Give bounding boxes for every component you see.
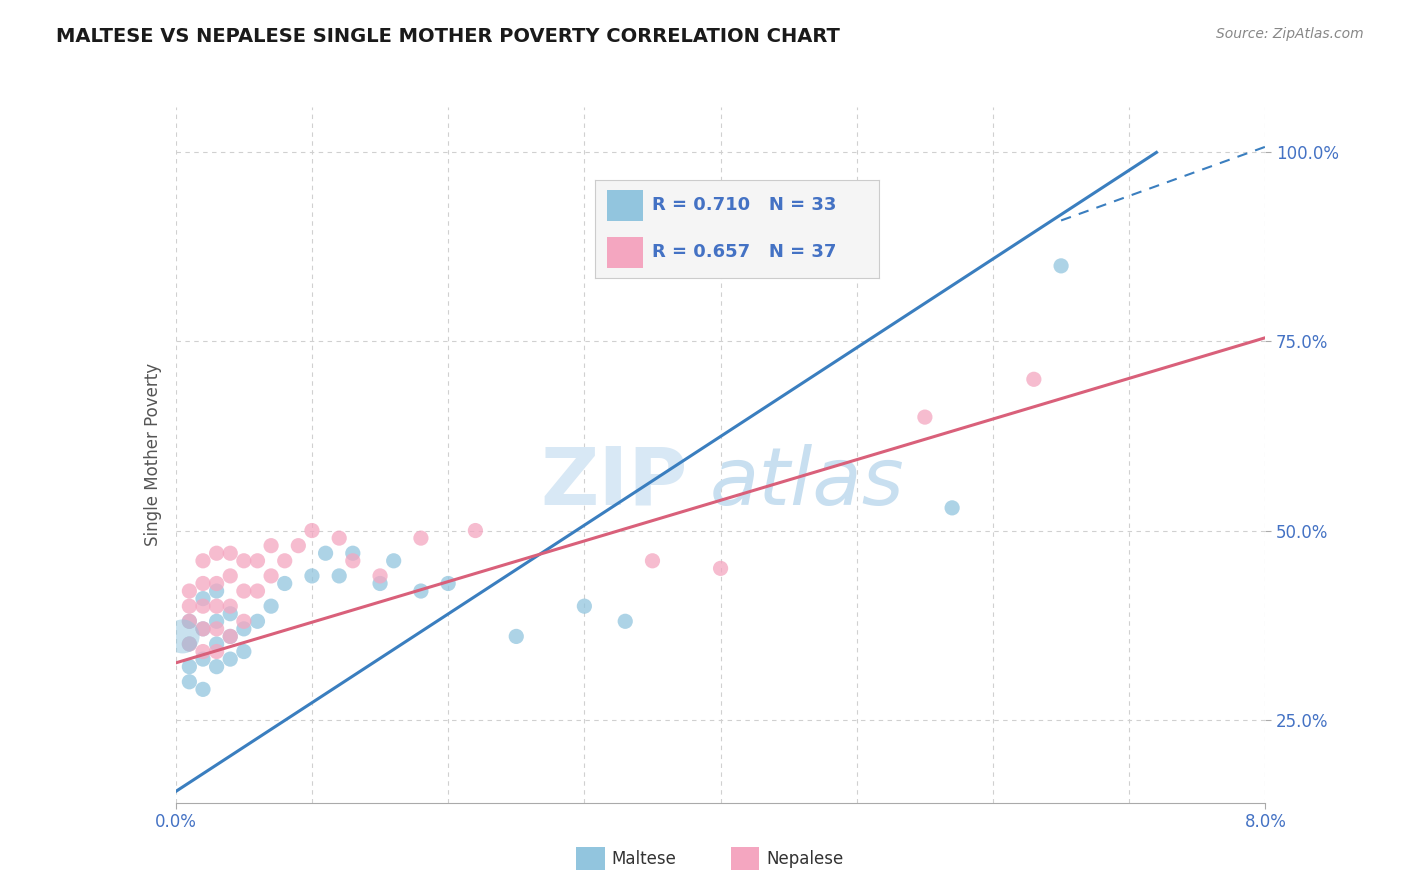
- Point: [191, 554, 214, 568]
- Point: [641, 554, 664, 568]
- Point: [328, 569, 350, 583]
- Point: [205, 622, 228, 636]
- Point: [301, 569, 323, 583]
- Text: Nepalese: Nepalese: [766, 850, 844, 868]
- Point: [246, 584, 269, 599]
- Point: [710, 561, 733, 575]
- Point: [914, 410, 936, 425]
- Point: [205, 576, 228, 591]
- Point: [219, 629, 242, 643]
- Point: [205, 644, 228, 658]
- Point: [246, 554, 269, 568]
- Point: [219, 569, 242, 583]
- Point: [219, 599, 242, 614]
- Point: [260, 569, 283, 583]
- Point: [232, 554, 254, 568]
- Point: [274, 554, 297, 568]
- Point: [205, 615, 228, 629]
- Point: [246, 615, 269, 629]
- Point: [368, 569, 391, 583]
- Point: [179, 615, 201, 629]
- Point: [219, 652, 242, 666]
- Point: [301, 524, 323, 538]
- Point: [219, 546, 242, 560]
- Point: [191, 599, 214, 614]
- Point: [315, 546, 337, 560]
- Point: [382, 554, 405, 568]
- Point: [205, 546, 228, 560]
- Point: [464, 524, 486, 538]
- Point: [179, 659, 201, 673]
- Point: [219, 607, 242, 621]
- Y-axis label: Single Mother Poverty: Single Mother Poverty: [143, 363, 162, 547]
- Point: [342, 546, 364, 560]
- Text: atlas: atlas: [710, 443, 904, 522]
- Point: [260, 599, 283, 614]
- Point: [941, 500, 963, 515]
- Text: ZIP: ZIP: [541, 443, 688, 522]
- Point: [191, 622, 214, 636]
- Point: [232, 644, 254, 658]
- Point: [205, 599, 228, 614]
- Point: [232, 622, 254, 636]
- Point: [614, 615, 637, 629]
- Point: [219, 629, 242, 643]
- Point: [205, 659, 228, 673]
- Point: [274, 576, 297, 591]
- Point: [1022, 372, 1045, 386]
- Point: [179, 584, 201, 599]
- Point: [409, 531, 432, 545]
- Point: [179, 674, 201, 689]
- Point: [1050, 259, 1073, 273]
- Point: [505, 629, 527, 643]
- Text: Source: ZipAtlas.com: Source: ZipAtlas.com: [1216, 27, 1364, 41]
- Point: [191, 644, 214, 658]
- Point: [191, 622, 214, 636]
- Point: [287, 539, 309, 553]
- Point: [342, 554, 364, 568]
- Text: Maltese: Maltese: [612, 850, 676, 868]
- Point: [205, 584, 228, 599]
- Point: [179, 637, 201, 651]
- Point: [437, 576, 460, 591]
- Point: [179, 637, 201, 651]
- Point: [328, 531, 350, 545]
- Point: [260, 539, 283, 553]
- Point: [368, 576, 391, 591]
- Point: [232, 615, 254, 629]
- Point: [191, 652, 214, 666]
- Point: [232, 584, 254, 599]
- Point: [409, 584, 432, 599]
- Point: [191, 576, 214, 591]
- Point: [179, 599, 201, 614]
- Text: MALTESE VS NEPALESE SINGLE MOTHER POVERTY CORRELATION CHART: MALTESE VS NEPALESE SINGLE MOTHER POVERT…: [56, 27, 841, 45]
- Point: [179, 615, 201, 629]
- Point: [191, 682, 214, 697]
- Point: [191, 591, 214, 606]
- Point: [574, 599, 596, 614]
- Point: [205, 637, 228, 651]
- Point: [172, 629, 194, 643]
